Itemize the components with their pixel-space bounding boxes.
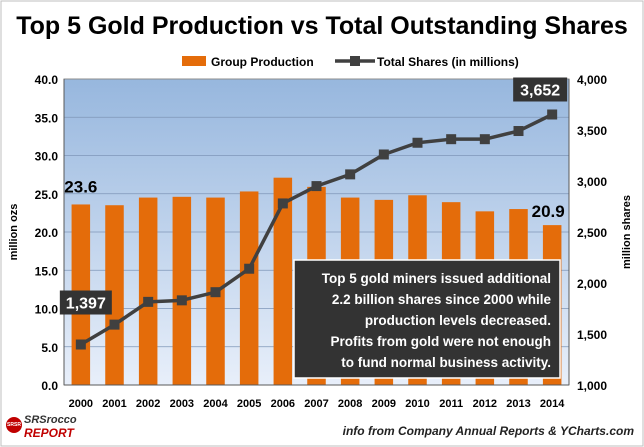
right-axis-title: million shares: [621, 195, 633, 269]
shares-point-2007: [312, 181, 322, 191]
bar-label-first: 23.6: [64, 177, 97, 196]
brand-logo-block: SRSR SRSrocco REPORT: [6, 414, 78, 441]
x-tick-label: 2008: [338, 398, 362, 410]
x-tick-label: 2013: [506, 398, 530, 410]
chart-title: Top 5 Gold Production vs Total Outstandi…: [16, 12, 628, 40]
shares-point-2002: [143, 297, 153, 307]
left-tick-label: 35.0: [35, 111, 59, 125]
annotation-line: production levels decreased.: [365, 313, 551, 328]
x-tick-label: 2012: [473, 398, 497, 410]
shares-point-2012: [480, 134, 490, 144]
right-tick-label: 3,000: [577, 175, 607, 189]
shares-point-2001: [110, 320, 120, 330]
line-label-last: 3,652: [520, 82, 560, 99]
shares-point-2009: [379, 149, 389, 159]
right-tick-label: 2,500: [577, 226, 607, 240]
x-tick-label: 2005: [237, 398, 261, 410]
bar-2002: [139, 198, 158, 385]
shares-point-2000: [76, 340, 86, 350]
line-label-first: 1,397: [66, 296, 106, 313]
shares-point-2004: [211, 287, 221, 297]
x-tick-label: 2000: [69, 398, 93, 410]
chart-container: Top 5 Gold Production vs Total Outstandi…: [0, 0, 644, 447]
legend-marker-shares: [350, 56, 360, 66]
right-tick-label: 3,500: [577, 124, 607, 138]
source-note: info from Company Annual Reports & YChar…: [343, 424, 634, 438]
annotation-line: Profits from gold were not enough: [331, 334, 552, 349]
x-tick-label: 2001: [102, 398, 126, 410]
shares-point-2006: [278, 198, 288, 208]
legend-swatch-production: [182, 56, 206, 66]
x-tick-label: 2003: [170, 398, 194, 410]
brand-name-line2: REPORT: [24, 426, 74, 440]
shares-point-2008: [345, 169, 355, 179]
left-tick-label: 15.0: [35, 264, 59, 278]
legend-label-shares: Total Shares (in millions): [377, 55, 519, 69]
annotation-line: Top 5 gold miners issued additional: [322, 271, 551, 286]
bar-2005: [240, 191, 259, 385]
left-tick-label: 5.0: [41, 341, 58, 355]
brand-logo-icon: SRSR: [6, 417, 22, 433]
shares-point-2013: [514, 126, 524, 136]
left-tick-label: 30.0: [35, 150, 59, 164]
shares-point-2005: [244, 264, 254, 274]
shares-point-2014: [547, 109, 557, 119]
right-tick-label: 1,000: [577, 379, 607, 393]
right-tick-label: 4,000: [577, 73, 607, 87]
left-tick-label: 20.0: [35, 226, 59, 240]
left-tick-label: 10.0: [35, 303, 59, 317]
annotation-box: Top 5 gold miners issued additional 2.2 b…: [294, 260, 560, 378]
left-axis-title: million ozs: [8, 204, 20, 261]
x-tick-label: 2006: [271, 398, 295, 410]
x-tick-label: 2014: [540, 398, 565, 410]
legend-label-production: Group Production: [211, 55, 314, 69]
x-tick-label: 2002: [136, 398, 160, 410]
bar-2006: [274, 178, 293, 385]
right-tick-label: 2,000: [577, 277, 607, 291]
left-tick-label: 0.0: [41, 379, 58, 393]
annotation-line: to fund normal business activity.: [341, 355, 551, 370]
bar-label-last: 20.9: [532, 202, 565, 221]
bar-2003: [173, 197, 192, 385]
shares-point-2011: [446, 134, 456, 144]
x-tick-label: 2004: [203, 398, 228, 410]
x-tick-label: 2010: [405, 398, 429, 410]
left-tick-label: 40.0: [35, 73, 59, 87]
right-tick-label: 1,500: [577, 328, 607, 342]
x-tick-label: 2009: [372, 398, 396, 410]
shares-point-2010: [413, 138, 423, 148]
left-tick-label: 25.0: [35, 188, 59, 202]
annotation-line: 2.2 billion shares since 2000 while: [332, 292, 552, 307]
gold-production-chart: Top 5 Gold Production vs Total Outstandi…: [0, 0, 644, 447]
shares-point-2003: [177, 295, 187, 305]
brand-name-line1: SRSrocco: [24, 414, 77, 426]
x-tick-label: 2011: [439, 398, 463, 410]
x-tick-label: 2007: [304, 398, 328, 410]
